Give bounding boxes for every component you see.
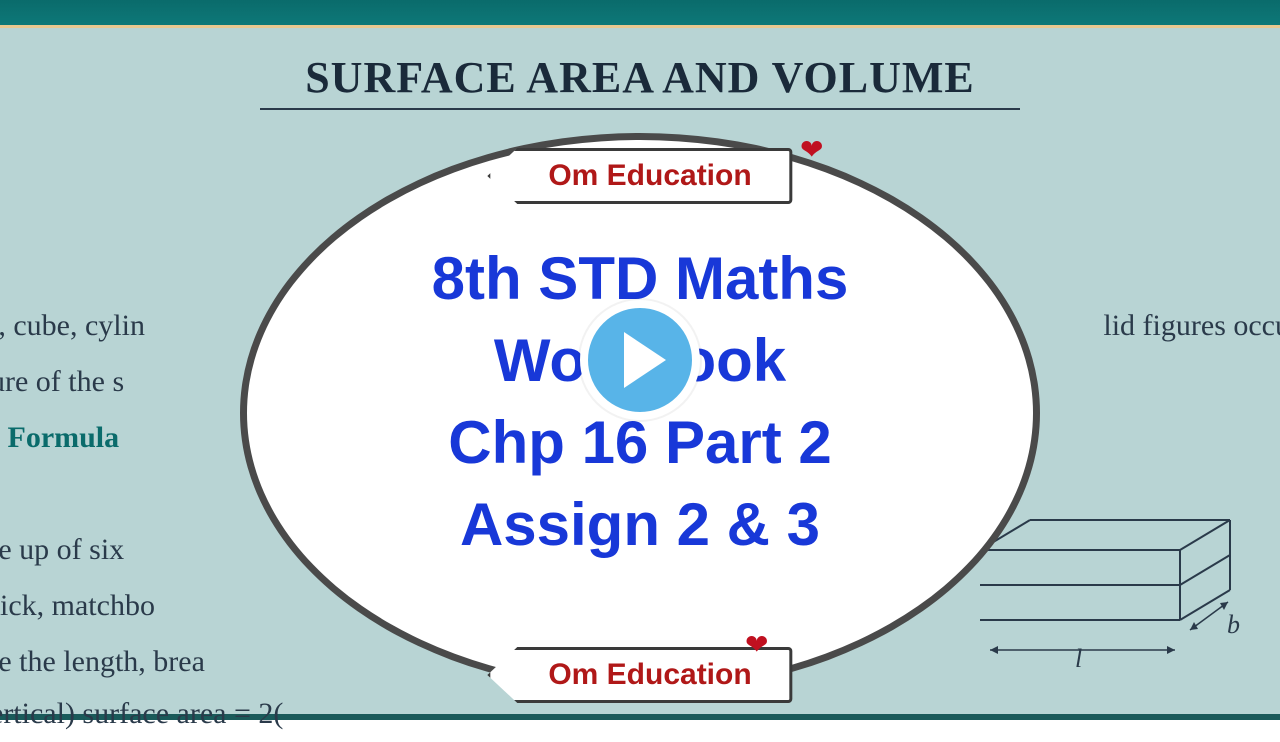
bg-text-fragment: le up of six [0, 522, 124, 578]
banner-text: Om Education [548, 159, 751, 192]
bg-text-fragment: t Formula [0, 410, 119, 466]
bg-text-fragment: rick, matchbo [0, 578, 155, 634]
diagram-length-label: l [1075, 644, 1082, 674]
diagram-breadth-label: b [1227, 610, 1240, 640]
bg-text-fragment: lid figures occu [1103, 298, 1280, 354]
heart-icon: ❤ [800, 133, 830, 163]
channel-banner-top: Om Education [487, 148, 792, 204]
play-icon [624, 332, 666, 388]
bg-text-fragment: l, cube, cylin [0, 298, 145, 354]
bg-text-fragment: ure of the s [0, 354, 124, 410]
banner-text: Om Education [548, 658, 751, 691]
title-line-4: Assign 2 & 3 [220, 484, 1060, 566]
page-title: SURFACE AREA AND VOLUME [0, 52, 1280, 103]
heart-icon: ❤ [745, 628, 775, 658]
top-teal-bar [0, 0, 1280, 28]
play-button[interactable] [580, 300, 700, 420]
bg-text-fragment: te the length, brea [0, 634, 205, 690]
title-underline [260, 108, 1020, 110]
